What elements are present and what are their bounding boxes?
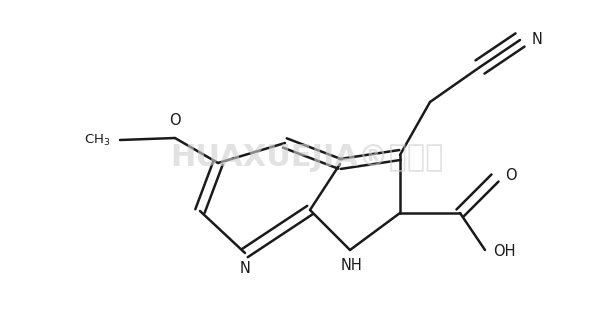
Text: N: N [239, 261, 251, 276]
Text: N: N [532, 33, 543, 48]
Text: CH$_3$: CH$_3$ [84, 133, 110, 148]
Text: HUAXUEJIA®化学加: HUAXUEJIA®化学加 [170, 144, 444, 172]
Text: O: O [505, 168, 516, 183]
Text: O: O [169, 113, 181, 128]
Text: OH: OH [493, 244, 516, 259]
Text: NH: NH [341, 258, 363, 273]
